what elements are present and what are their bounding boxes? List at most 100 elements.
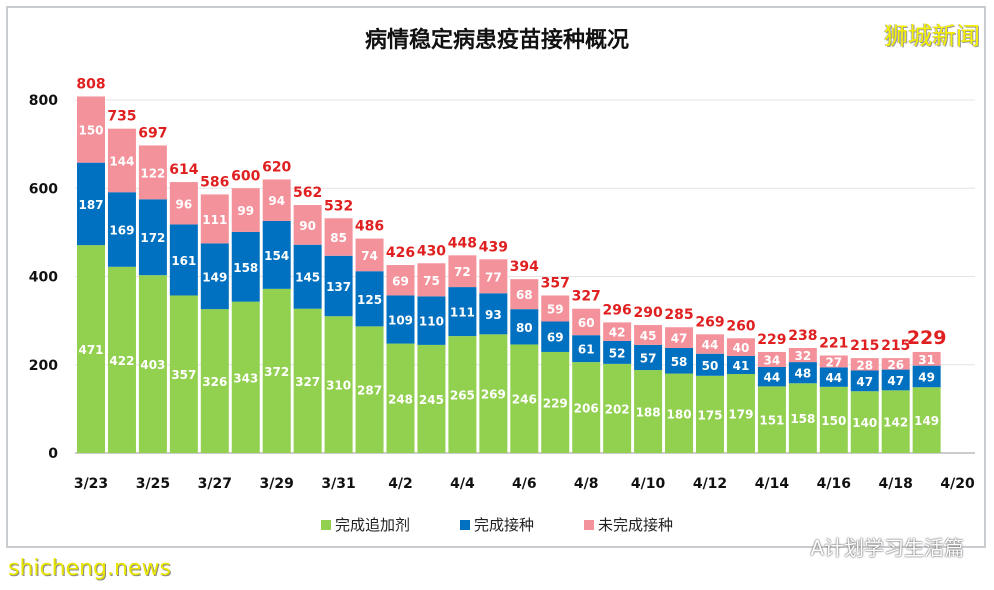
segment-label: 44 bbox=[702, 338, 719, 352]
legend-swatch bbox=[459, 520, 470, 530]
bar-segment-2 bbox=[138, 199, 167, 276]
segment-label: 149 bbox=[914, 414, 939, 428]
total-label: 215 bbox=[881, 338, 910, 354]
bar-segment-2 bbox=[665, 347, 694, 374]
bar-segment-3 bbox=[200, 194, 229, 244]
bar-segment-2 bbox=[77, 162, 105, 246]
bar-segment-2 bbox=[881, 369, 910, 391]
segment-label: 327 bbox=[295, 375, 320, 389]
bar-segment-3 bbox=[417, 263, 446, 297]
bar-segment-1 bbox=[603, 363, 632, 453]
x-tick-label: 3/25 bbox=[136, 476, 170, 492]
segment-label: 85 bbox=[330, 231, 347, 245]
segment-label: 61 bbox=[578, 343, 595, 357]
x-tick-label: 4/14 bbox=[755, 476, 790, 492]
segment-label: 310 bbox=[326, 379, 351, 393]
bar-segment-2 bbox=[200, 243, 229, 310]
segment-label: 74 bbox=[361, 249, 378, 263]
segment-label: 158 bbox=[233, 261, 258, 275]
segment-label: 93 bbox=[485, 308, 502, 322]
total-label: 735 bbox=[107, 109, 136, 125]
segment-label: 41 bbox=[733, 359, 750, 373]
bar-segment-3 bbox=[819, 355, 848, 368]
bar-segment-1 bbox=[881, 390, 910, 453]
x-tick-label: 4/2 bbox=[388, 476, 413, 492]
bar-segment-3 bbox=[231, 188, 260, 232]
bar-segment-2 bbox=[541, 321, 570, 352]
legend-label: 完成接种 bbox=[473, 516, 534, 534]
bar-segment-3 bbox=[696, 334, 724, 354]
bar-segment-3 bbox=[912, 351, 941, 366]
x-tick-label: 3/27 bbox=[198, 476, 232, 492]
segment-label: 58 bbox=[671, 355, 688, 369]
bar-segment-1 bbox=[324, 316, 353, 453]
bar-segment-2 bbox=[386, 295, 415, 344]
total-label: 697 bbox=[138, 125, 167, 141]
total-label: 439 bbox=[479, 239, 508, 255]
segment-label: 69 bbox=[547, 331, 564, 345]
segment-label: 175 bbox=[697, 408, 722, 422]
bar-segment-1 bbox=[634, 370, 663, 453]
segment-label: 69 bbox=[392, 274, 409, 288]
bar-segment-2 bbox=[757, 366, 786, 387]
bar-segment-2 bbox=[788, 362, 817, 384]
x-tick-label: 4/18 bbox=[879, 476, 913, 492]
bar-segment-3 bbox=[603, 322, 632, 341]
total-label: 269 bbox=[695, 314, 724, 330]
bar-segment-2 bbox=[231, 231, 260, 302]
segment-label: 44 bbox=[764, 371, 781, 385]
segment-label: 248 bbox=[388, 392, 413, 406]
segment-label: 471 bbox=[78, 343, 103, 357]
segment-label: 47 bbox=[671, 332, 688, 346]
bar-segment-2 bbox=[850, 370, 879, 392]
bar-segment-2 bbox=[293, 244, 322, 309]
bar-segment-1 bbox=[293, 308, 322, 453]
total-label: 486 bbox=[355, 219, 384, 235]
total-label: 221 bbox=[819, 335, 848, 351]
bar-segment-1 bbox=[912, 387, 941, 453]
segment-label: 140 bbox=[852, 416, 877, 430]
bar-segment-1 bbox=[788, 383, 817, 453]
total-label: 229 bbox=[907, 327, 947, 349]
segment-label: 144 bbox=[109, 154, 134, 168]
bar-segment-3 bbox=[77, 96, 105, 163]
bar-segment-3 bbox=[788, 347, 817, 363]
segment-label: 150 bbox=[78, 124, 103, 138]
legend-item-completed: 完成接种 bbox=[459, 514, 534, 535]
bar-segment-1 bbox=[510, 344, 539, 453]
site-watermark: shicheng.news bbox=[8, 556, 171, 581]
segment-label: 40 bbox=[733, 341, 750, 355]
bar-segment-1 bbox=[138, 275, 167, 453]
segment-label: 80 bbox=[516, 321, 533, 335]
segment-label: 202 bbox=[605, 402, 630, 416]
bar-segment-2 bbox=[603, 340, 632, 364]
bar-segment-3 bbox=[138, 145, 167, 200]
bar-segment-1 bbox=[757, 386, 786, 453]
legend-swatch bbox=[584, 520, 594, 530]
y-tick-label: 400 bbox=[29, 270, 58, 286]
segment-label: 125 bbox=[357, 293, 382, 307]
total-label: 532 bbox=[324, 198, 353, 214]
segment-label: 149 bbox=[202, 270, 227, 284]
segment-label: 180 bbox=[667, 407, 692, 421]
x-tick-label: 4/8 bbox=[574, 476, 599, 492]
bar-segment-1 bbox=[850, 391, 879, 453]
bar-segment-3 bbox=[881, 358, 910, 370]
segment-label: 326 bbox=[202, 375, 227, 389]
segment-label: 111 bbox=[202, 213, 227, 227]
legend-item-booster: 完成追加剂 bbox=[320, 514, 410, 535]
total-label: 808 bbox=[76, 76, 105, 92]
segment-label: 75 bbox=[423, 274, 440, 288]
bar-segment-1 bbox=[696, 375, 724, 453]
bar-segment-2 bbox=[819, 367, 848, 387]
bar-segment-3 bbox=[386, 265, 415, 296]
bar-segment-3 bbox=[850, 358, 879, 371]
bar-segment-1 bbox=[77, 245, 105, 453]
segment-label: 357 bbox=[171, 368, 196, 382]
bar-segment-1 bbox=[541, 351, 570, 453]
bar-segment-2 bbox=[510, 309, 539, 345]
chart-title: 病情稳定病患疫苗接种概况 bbox=[364, 28, 629, 53]
bar-segment-2 bbox=[324, 255, 353, 317]
segment-label: 96 bbox=[175, 197, 192, 211]
segment-label: 287 bbox=[357, 384, 382, 398]
